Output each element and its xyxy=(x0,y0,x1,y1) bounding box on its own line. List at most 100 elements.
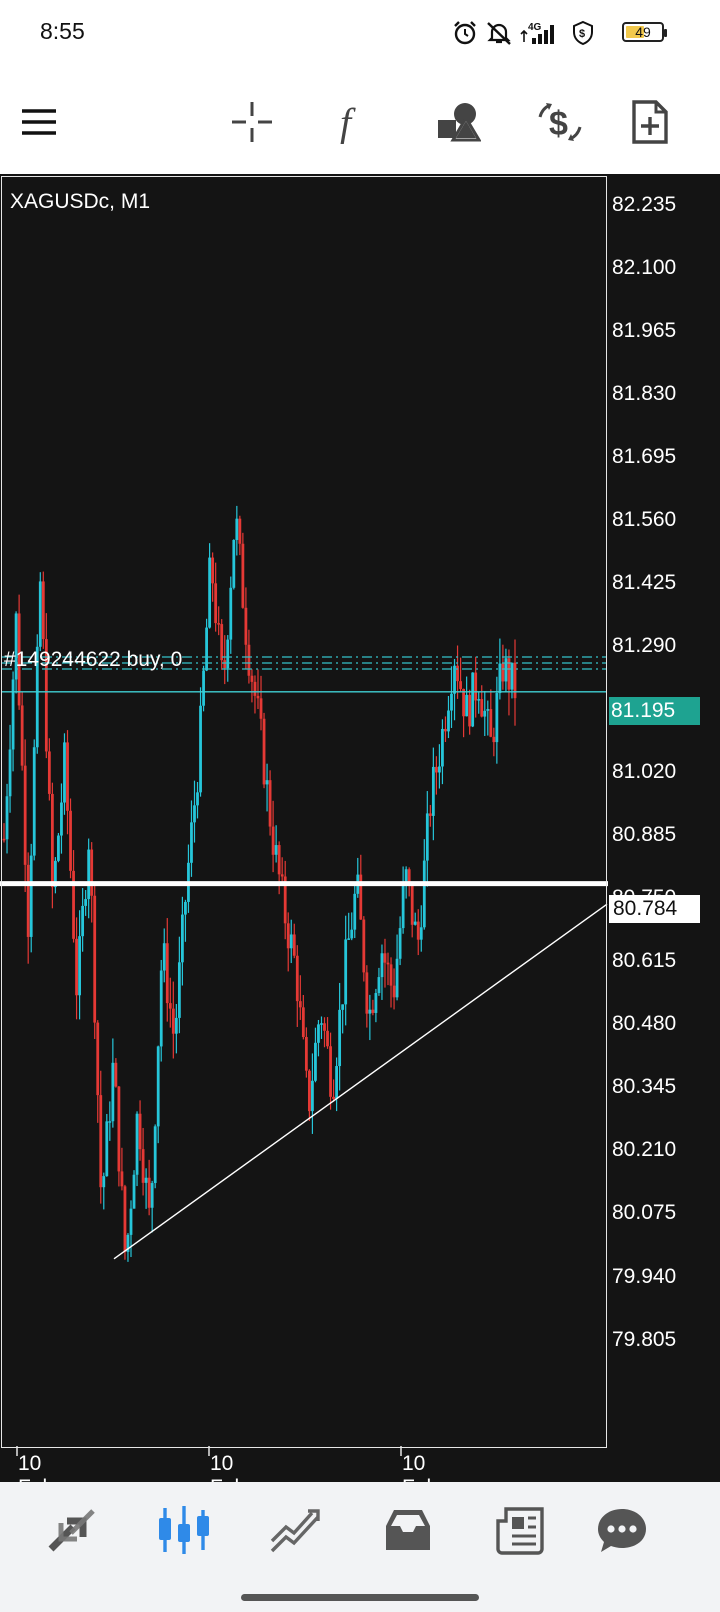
candle-body xyxy=(498,663,502,694)
candle-body xyxy=(401,885,405,929)
candle-body xyxy=(495,693,499,743)
candle-body xyxy=(54,860,57,888)
candle-body xyxy=(165,943,169,1004)
menu-icon[interactable] xyxy=(9,92,69,152)
trade-icon[interactable] xyxy=(265,1500,325,1560)
price-axis-label: 81.290 xyxy=(612,634,677,658)
candle-body xyxy=(174,1017,178,1034)
candle-body xyxy=(47,751,51,794)
horizontal-line-price-tag[interactable]: 80.784 xyxy=(609,895,700,923)
price-axis-label: 82.235 xyxy=(612,193,677,217)
candle-body xyxy=(235,518,239,541)
quotes-icon[interactable] xyxy=(42,1500,102,1560)
candle-body xyxy=(180,914,184,963)
order-label[interactable]: #149244622 buy, 0 xyxy=(4,648,183,671)
candle-body xyxy=(286,923,290,949)
candle-body xyxy=(347,938,351,940)
candle-body xyxy=(223,660,227,669)
candle-body xyxy=(226,639,230,669)
home-indicator[interactable] xyxy=(241,1594,479,1601)
price-axis-label: 80.480 xyxy=(612,1012,677,1036)
candle-body xyxy=(404,869,408,886)
candle-body xyxy=(87,849,91,900)
candle-body xyxy=(323,1023,326,1031)
history-icon[interactable] xyxy=(378,1500,438,1560)
price-axis-label: 82.100 xyxy=(612,256,677,280)
status-bar xyxy=(0,0,720,66)
candle-body xyxy=(20,705,24,766)
candle-body xyxy=(114,1062,118,1087)
candle-body xyxy=(256,695,260,699)
candle-body xyxy=(311,1080,314,1112)
candle-body xyxy=(271,826,275,855)
candle-body xyxy=(190,822,193,863)
candle-body xyxy=(23,765,27,865)
candle-body xyxy=(438,766,441,773)
price-axis-label: 81.830 xyxy=(612,382,677,406)
candle-body xyxy=(220,624,224,661)
candle-body xyxy=(262,718,266,785)
candle-body xyxy=(177,962,181,1018)
candle-body xyxy=(398,928,402,959)
candle-body xyxy=(274,845,278,855)
candle-body xyxy=(208,557,212,628)
candle-body xyxy=(199,705,202,793)
news-icon[interactable] xyxy=(490,1500,550,1560)
candle-body xyxy=(123,1186,127,1252)
candle-body xyxy=(483,710,487,717)
candle-body xyxy=(78,936,81,996)
price-axis-label: 81.695 xyxy=(612,445,677,469)
candle-body xyxy=(317,1024,320,1043)
chart-frame xyxy=(1,176,607,1448)
candle-body xyxy=(371,1009,375,1013)
candle-body xyxy=(105,1121,109,1177)
indicators-icon[interactable]: f xyxy=(324,92,384,152)
candle-body xyxy=(477,699,481,701)
svg-text:$: $ xyxy=(579,28,585,40)
objects-icon[interactable] xyxy=(428,92,488,152)
candle-body xyxy=(14,613,18,680)
messages-icon[interactable] xyxy=(592,1500,652,1560)
battery-icon: 49 xyxy=(622,22,664,42)
candle-body xyxy=(425,813,429,861)
new-order-icon[interactable] xyxy=(620,92,680,152)
crosshair-icon[interactable] xyxy=(222,92,282,152)
candle-body xyxy=(314,1042,317,1081)
candle-body xyxy=(144,1177,148,1183)
candle-body xyxy=(211,557,215,584)
candle-body xyxy=(63,742,66,803)
price-axis-label: 81.560 xyxy=(612,508,677,532)
price-axis-label: 80.210 xyxy=(612,1138,677,1162)
candle-body xyxy=(17,613,21,706)
candle-body xyxy=(307,1070,311,1112)
candle-body xyxy=(2,838,6,841)
trade-icon[interactable]: $ xyxy=(530,92,590,152)
candle-body xyxy=(150,1183,154,1208)
candle-body xyxy=(359,874,363,920)
candle-body xyxy=(353,893,357,930)
candle-body xyxy=(456,665,459,682)
candle-body xyxy=(501,663,505,682)
candle-body xyxy=(292,934,296,956)
candle-body xyxy=(72,870,75,939)
candle-body xyxy=(453,665,456,694)
signal-4g-icon: 4G xyxy=(520,22,554,44)
candle-body xyxy=(510,662,514,690)
candle-body xyxy=(304,1037,308,1071)
candle-body xyxy=(44,639,48,752)
candle-body xyxy=(283,876,287,924)
candle-body xyxy=(386,962,390,965)
chart-area[interactable] xyxy=(0,174,720,1482)
candle-body xyxy=(159,970,163,1047)
candle-body xyxy=(462,688,465,717)
candle-body xyxy=(450,693,453,711)
candle-body xyxy=(335,1066,339,1099)
candle-body xyxy=(229,587,233,640)
security-icon: $ xyxy=(573,20,593,46)
price-axis-label: 80.615 xyxy=(612,949,677,973)
chart-icon[interactable] xyxy=(154,1500,214,1560)
candle-body xyxy=(368,1009,372,1014)
price-chart[interactable] xyxy=(0,174,720,1482)
candle-body xyxy=(60,802,63,836)
price-axis-label: 79.805 xyxy=(612,1327,677,1351)
